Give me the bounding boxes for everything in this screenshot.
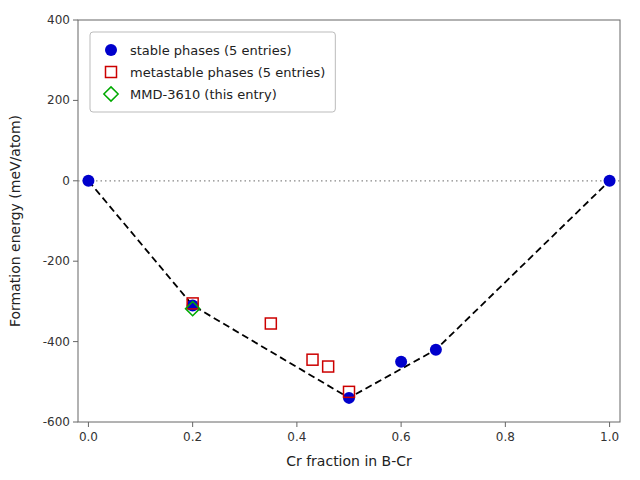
x-tick	[505, 422, 506, 427]
x-tick-label: 0.4	[287, 430, 306, 444]
point	[344, 386, 355, 397]
x-tick	[401, 422, 402, 427]
plot-frame	[78, 20, 620, 422]
axes: 0.0 0.2 0.4 0.6 0.8 1.0 -600 -400 -200 0 200 400	[43, 13, 619, 444]
point	[186, 301, 200, 315]
y-tick-label: -200	[43, 254, 70, 268]
x-tick	[88, 422, 89, 427]
x-tick-label: 0.0	[79, 430, 98, 444]
y-tick-label: 400	[47, 13, 70, 27]
legend-label: metastable phases (5 entries)	[130, 65, 325, 80]
legend: stable phases (5 entries) metastable phas…	[90, 32, 335, 112]
x-tick-label: 0.8	[496, 430, 515, 444]
x-tick	[192, 422, 193, 427]
legend-symbol	[105, 44, 117, 56]
hull-line	[88, 181, 609, 398]
point	[323, 361, 334, 372]
point	[187, 298, 198, 309]
x-tick-label: 1.0	[600, 430, 619, 444]
legend-label: MMD-3610 (this entry)	[130, 87, 277, 102]
y-tick-label: 0	[62, 174, 70, 188]
point	[430, 344, 442, 356]
y-tick	[73, 180, 78, 181]
x-axis-label: Cr fraction in B-Cr	[286, 453, 412, 469]
legend-symbol	[106, 67, 117, 78]
legend-box	[90, 32, 335, 112]
y-tick-label: -400	[43, 335, 70, 349]
y-tick	[73, 422, 78, 423]
y-tick	[73, 100, 78, 101]
point	[307, 354, 318, 365]
point	[265, 318, 276, 329]
chart: 0.0 0.2 0.4 0.6 0.8 1.0 -600 -400 -200 0 200 400 Cr …	[0, 0, 640, 480]
point	[604, 175, 616, 187]
point	[395, 356, 407, 368]
y-tick-label: 200	[47, 93, 70, 107]
x-tick	[296, 422, 297, 427]
y-tick	[73, 261, 78, 262]
x-tick-label: 0.2	[183, 430, 202, 444]
point	[82, 175, 94, 187]
plot-area	[78, 175, 620, 404]
legend-symbol	[104, 87, 118, 101]
y-tick	[73, 20, 78, 21]
legend-label: stable phases (5 entries)	[130, 43, 292, 58]
y-tick	[73, 341, 78, 342]
y-tick-label: -600	[43, 415, 70, 429]
reference-line	[78, 180, 620, 181]
x-tick	[609, 422, 610, 427]
y-axis-label: Formation energy (meV/atom)	[7, 115, 23, 327]
x-tick-label: 0.6	[392, 430, 411, 444]
